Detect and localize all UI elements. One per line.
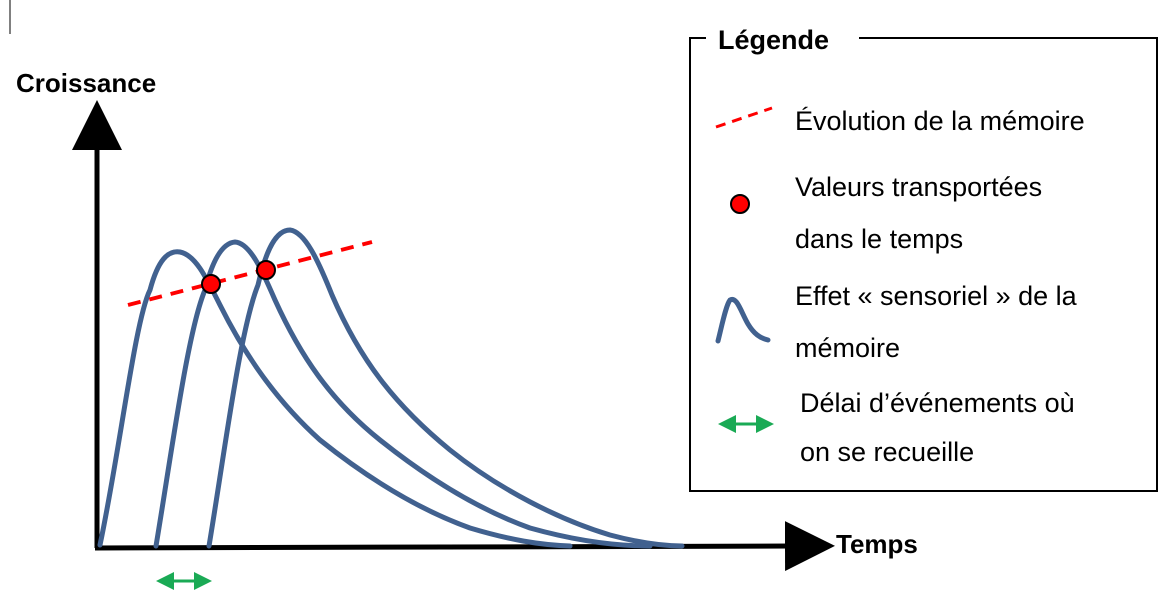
carried-value-dot-1: [201, 274, 221, 294]
y-axis-label: Croissance: [16, 68, 156, 98]
legend: Légende Évolution de la mémoire Valeurs …: [689, 25, 1158, 492]
memory-curve-3: [206, 227, 685, 549]
blue-peak-curve-icon: [715, 296, 771, 344]
legend-item-carried-values: Valeurs transportées dans le temps: [795, 172, 1050, 254]
legend-item-delay: Délai d’événements où on se recueille: [800, 388, 1082, 467]
legend-border: [689, 37, 1158, 492]
x-axis-label: Temps: [836, 529, 918, 559]
red-dot-icon: [730, 194, 750, 214]
red-dashed-line-icon: [715, 106, 773, 129]
legend-item-memory-evolution: Évolution de la mémoire: [795, 106, 1085, 136]
memory-curve-1: [97, 249, 573, 549]
memory-evolution-line: [127, 240, 373, 307]
legend-title: Légende: [718, 25, 829, 55]
legend-item-sensory-effect: Effet « sensoriel » de la mémoire: [795, 281, 1084, 363]
carried-value-dot-2: [256, 260, 276, 280]
memory-curve-2: [153, 239, 653, 549]
x-axis: [94, 521, 835, 572]
